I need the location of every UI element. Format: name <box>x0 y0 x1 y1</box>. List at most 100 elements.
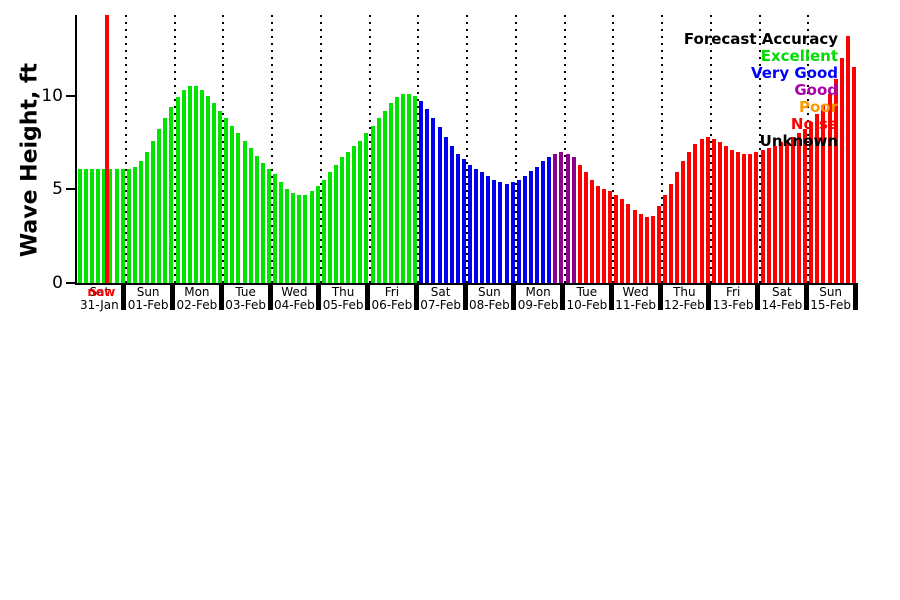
x-tick-date-label: 10-Feb <box>566 298 608 312</box>
bar <box>754 152 759 283</box>
bar <box>528 171 533 283</box>
bar <box>705 137 710 283</box>
bar <box>790 137 795 283</box>
legend-entry: Unknown <box>759 132 838 150</box>
bar <box>669 184 674 283</box>
bar <box>748 154 753 283</box>
bar <box>388 103 393 283</box>
legend-title: Forecast Accuracy <box>683 30 838 48</box>
x-axis-tick <box>413 283 419 310</box>
bar <box>90 169 95 283</box>
bar <box>474 169 479 283</box>
bar <box>145 152 150 283</box>
bar <box>717 142 722 283</box>
grid-line <box>173 15 176 283</box>
bar <box>279 182 284 283</box>
bar <box>510 182 515 283</box>
bar <box>413 96 418 283</box>
y-tick-mark <box>66 94 75 97</box>
bar <box>455 154 460 283</box>
bar <box>699 139 704 283</box>
x-axis-tick <box>267 283 273 310</box>
x-tick-day-label: Thu <box>673 285 696 299</box>
bar <box>291 193 296 283</box>
x-tick-date-label: 08-Feb <box>468 298 510 312</box>
bar <box>602 189 607 283</box>
bar <box>425 109 430 283</box>
bar <box>370 126 375 283</box>
x-tick-day-label: Mon <box>525 285 551 299</box>
grid-line <box>612 15 615 283</box>
bar <box>650 216 655 283</box>
x-tick-date-label: 13-Feb <box>712 298 754 312</box>
grid-line <box>319 15 322 283</box>
x-axis-tick <box>803 283 809 310</box>
grid-line <box>709 15 712 283</box>
bar <box>108 169 113 283</box>
x-tick-day-label: Sun <box>819 285 843 299</box>
bar <box>151 141 156 283</box>
bar <box>382 111 387 283</box>
bar <box>797 133 802 283</box>
legend: Forecast Accuracy Excellent Very Good Good… <box>684 31 838 150</box>
bar <box>516 180 521 283</box>
bar <box>535 167 540 283</box>
bar <box>675 172 680 283</box>
y-tick-label: 10 <box>41 85 63 106</box>
bar <box>626 204 631 283</box>
x-tick-day-label: Sun <box>136 285 160 299</box>
bar <box>687 152 692 283</box>
grid-line <box>124 15 127 283</box>
x-tick-date-label: 12-Feb <box>663 298 705 312</box>
x-axis-tick <box>755 283 760 310</box>
grid-line <box>222 15 225 283</box>
x-tick-date-label: 07-Feb <box>420 298 462 312</box>
bar <box>96 169 101 283</box>
bar <box>845 36 850 283</box>
grid-line <box>271 15 273 283</box>
bar <box>595 186 600 283</box>
x-axis-tick <box>170 283 175 310</box>
bar <box>736 152 741 283</box>
x-axis-tick <box>365 283 370 310</box>
bar <box>102 169 107 283</box>
bar <box>266 169 271 283</box>
bar <box>589 180 594 283</box>
bar <box>157 129 162 283</box>
now-label: now <box>87 285 116 299</box>
bar <box>803 129 808 283</box>
bar <box>224 118 229 283</box>
x-axis-tick <box>462 283 468 310</box>
bar <box>809 122 814 283</box>
bar <box>175 97 180 283</box>
bar <box>285 189 290 283</box>
bar <box>577 165 582 283</box>
bar <box>443 137 448 283</box>
bar <box>346 152 351 283</box>
x-tick-date-label: 14-Feb <box>761 298 803 312</box>
x-axis-tick <box>121 283 127 310</box>
bar <box>163 118 168 283</box>
bar <box>492 180 497 283</box>
bar <box>230 126 235 283</box>
grid-line <box>368 15 371 283</box>
bar <box>321 180 326 283</box>
bar <box>187 86 192 283</box>
bar <box>486 176 491 283</box>
legend-entry: Good <box>794 81 838 99</box>
bar <box>205 96 210 283</box>
bar <box>254 156 259 283</box>
bar <box>84 169 89 283</box>
bar <box>248 148 253 283</box>
x-tick-day-label: Wed <box>281 285 308 299</box>
bar <box>199 90 204 283</box>
bar <box>120 169 125 283</box>
bar <box>181 90 186 283</box>
x-tick-date-label: 05-Feb <box>322 298 364 312</box>
bar <box>437 127 442 283</box>
bar <box>273 174 277 283</box>
x-tick-date-label: 15-Feb <box>810 298 852 312</box>
bar <box>169 107 174 283</box>
x-tick-day-label: Fri <box>384 285 400 299</box>
